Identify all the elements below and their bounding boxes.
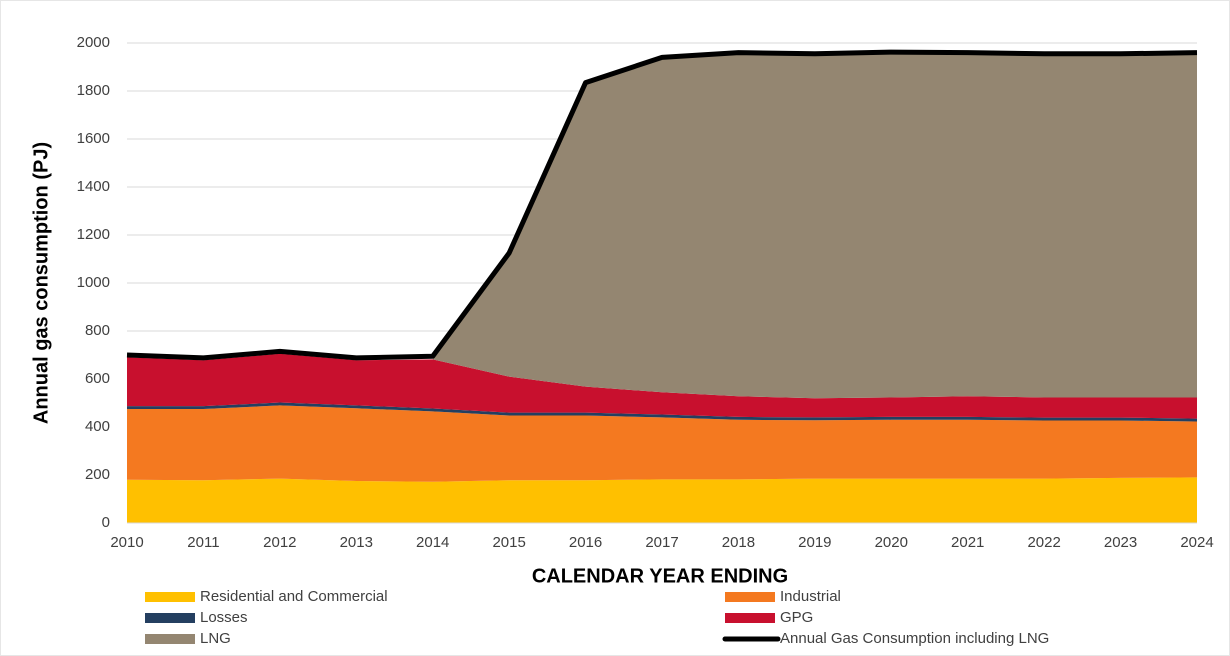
x-tick-label: 2024	[1180, 534, 1213, 551]
area	[127, 405, 1197, 482]
x-tick-label: 2021	[951, 534, 984, 551]
legend-swatch	[145, 634, 195, 644]
legend-label: GPG	[780, 609, 813, 626]
x-tick-label: 2015	[492, 534, 525, 551]
x-tick-label: 2022	[1027, 534, 1060, 551]
y-tick-label: 400	[85, 418, 110, 435]
y-tick-label: 800	[85, 322, 110, 339]
area	[127, 477, 1197, 523]
legend-label: Losses	[200, 609, 248, 626]
y-axis-title: Annual gas consumption (PJ)	[30, 142, 52, 424]
y-tick-label: 0	[102, 514, 110, 531]
y-tick-label: 1800	[77, 82, 110, 99]
line	[126, 49, 1198, 361]
y-tick-label: 1200	[77, 226, 110, 243]
y-tick-label: 200	[85, 466, 110, 483]
legend-swatch	[725, 613, 775, 623]
legend-swatch	[145, 592, 195, 602]
area	[127, 353, 1197, 419]
y-tick-label: 600	[85, 370, 110, 387]
y-tick-label: 1600	[77, 130, 110, 147]
x-tick-label: 2018	[722, 534, 755, 551]
x-tick-label: 2020	[875, 534, 908, 551]
x-tick-label: 2013	[340, 534, 373, 551]
legend-swatch	[725, 592, 775, 602]
y-tick-label: 1000	[77, 274, 110, 291]
legend-label: Residential and Commercial	[200, 588, 388, 605]
x-tick-label: 2023	[1104, 534, 1137, 551]
area	[127, 52, 1197, 399]
y-tick-label: 2000	[77, 34, 110, 51]
x-tick-label: 2016	[569, 534, 602, 551]
legend-label: LNG	[200, 630, 231, 647]
legend-label: Industrial	[780, 588, 841, 605]
y-tick-label: 1400	[77, 178, 110, 195]
x-tick-label: 2011	[187, 534, 219, 551]
x-tick-label: 2017	[645, 534, 678, 551]
x-tick-label: 2012	[263, 534, 296, 551]
area	[127, 402, 1197, 422]
x-axis-title: CALENDAR YEAR ENDING	[532, 565, 788, 587]
legend-label: Annual Gas Consumption including LNG	[780, 630, 1049, 647]
legend-swatch	[145, 613, 195, 623]
x-tick-label: 2019	[798, 534, 831, 551]
x-tick-label: 2014	[416, 534, 449, 551]
x-tick-label: 2010	[110, 534, 143, 551]
